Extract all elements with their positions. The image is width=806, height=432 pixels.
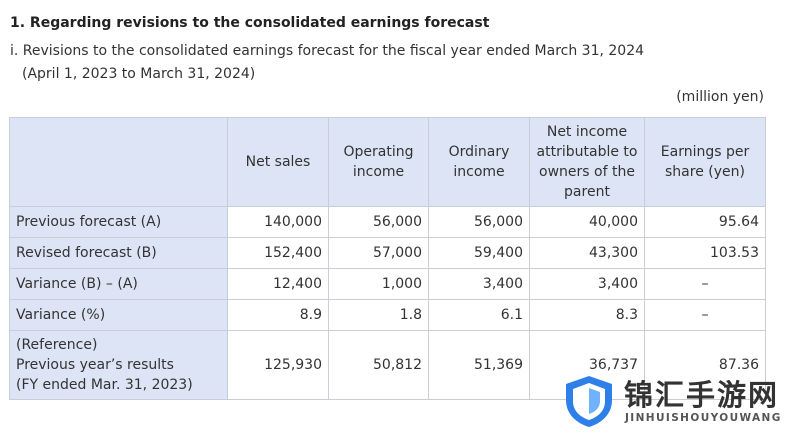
header-net-sales: Net sales xyxy=(227,117,329,207)
cell-eps: 87.36 xyxy=(644,330,766,400)
earnings-forecast-table: Net sales Operating income Ordinary inco… xyxy=(9,117,766,400)
row-label: Previous forecast (A) xyxy=(9,206,228,238)
header-ordinary-income: Ordinary income xyxy=(428,117,530,207)
cell-eps: 103.53 xyxy=(644,237,766,269)
cell-eps: – xyxy=(644,299,766,331)
header-cell-blank xyxy=(9,117,228,207)
row-label-line: (Reference) xyxy=(16,337,98,353)
row-label-line: Previous forecast (A) xyxy=(16,214,162,230)
table-row: Variance (B) – (A) 12,400 1,000 3,400 3,… xyxy=(9,268,766,300)
cell-eps: – xyxy=(644,268,766,300)
cell-operating-income: 1,000 xyxy=(328,268,429,300)
cell-net-income: 3,400 xyxy=(529,268,645,300)
row-label-line: (FY ended Mar. 31, 2023) xyxy=(16,377,193,393)
subheading: i. Revisions to the consolidated earning… xyxy=(10,43,645,59)
cell-net-sales: 8.9 xyxy=(227,299,329,331)
cell-net-income: 8.3 xyxy=(529,299,645,331)
table-row: Variance (%) 8.9 1.8 6.1 8.3 – xyxy=(9,299,766,331)
row-label: Variance (%) xyxy=(9,299,228,331)
cell-net-sales: 12,400 xyxy=(227,268,329,300)
shield-logo-icon xyxy=(566,376,612,427)
row-label-line: Variance (%) xyxy=(16,307,106,323)
section-heading: 1. Regarding revisions to the consolidat… xyxy=(10,15,490,31)
cell-operating-income: 1.8 xyxy=(328,299,429,331)
cell-net-income: 40,000 xyxy=(529,206,645,238)
table-row: (Reference) Previous year’s results (FY … xyxy=(9,330,766,400)
header-operating-income: Operating income xyxy=(328,117,429,207)
table-header-row: Net sales Operating income Ordinary inco… xyxy=(9,117,766,207)
cell-ordinary-income: 59,400 xyxy=(428,237,530,269)
cell-net-sales: 152,400 xyxy=(227,237,329,269)
cell-operating-income: 57,000 xyxy=(328,237,429,269)
row-label-line: Previous year’s results xyxy=(16,357,174,373)
table-row: Revised forecast (B) 152,400 57,000 59,4… xyxy=(9,237,766,269)
watermark-chinese-text: 锦汇手游网 xyxy=(624,378,780,412)
cell-operating-income: 50,812 xyxy=(328,330,429,400)
site-watermark: 锦汇手游网 JINHUISHOUYOUWANG xyxy=(562,372,802,430)
cell-ordinary-income: 6.1 xyxy=(428,299,530,331)
row-label: (Reference) Previous year’s results (FY … xyxy=(9,330,228,400)
row-label-line: Variance (B) – (A) xyxy=(16,276,138,292)
cell-ordinary-income: 3,400 xyxy=(428,268,530,300)
cell-operating-income: 56,000 xyxy=(328,206,429,238)
cell-ordinary-income: 51,369 xyxy=(428,330,530,400)
cell-net-sales: 140,000 xyxy=(227,206,329,238)
cell-net-sales: 125,930 xyxy=(227,330,329,400)
watermark-latin-text: JINHUISHOUYOUWANG xyxy=(625,412,782,424)
row-label: Variance (B) – (A) xyxy=(9,268,228,300)
table-row: Previous forecast (A) 140,000 56,000 56,… xyxy=(9,206,766,238)
header-eps: Earnings per share (yen) xyxy=(644,117,766,207)
cell-eps: 95.64 xyxy=(644,206,766,238)
row-label-line: Revised forecast (B) xyxy=(16,245,157,261)
header-net-income: Net income attributable to owners of the… xyxy=(529,117,645,207)
period-text: (April 1, 2023 to March 31, 2024) xyxy=(22,66,256,82)
cell-ordinary-income: 56,000 xyxy=(428,206,530,238)
row-label: Revised forecast (B) xyxy=(9,237,228,269)
cell-net-income: 43,300 xyxy=(529,237,645,269)
unit-label: (million yen) xyxy=(676,89,764,105)
